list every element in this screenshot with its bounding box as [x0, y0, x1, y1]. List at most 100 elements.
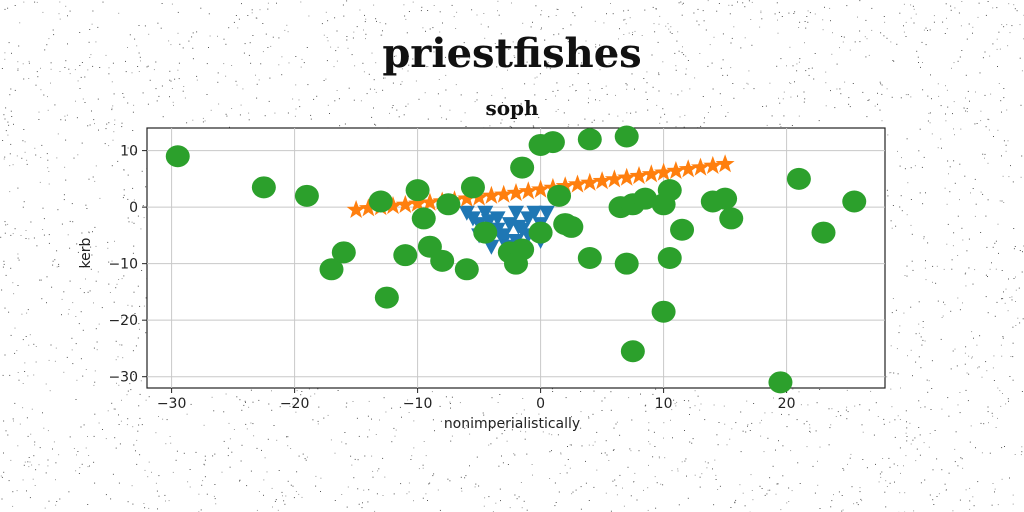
- noise-speck: [925, 260, 926, 262]
- noise-speck: [18, 379, 20, 381]
- noise-speck: [382, 495, 384, 496]
- data-point: [768, 371, 793, 394]
- noise-speck: [511, 2, 512, 4]
- noise-speck: [278, 37, 280, 39]
- noise-speck: [877, 103, 878, 105]
- noise-speck: [256, 83, 258, 85]
- noise-speck: [540, 28, 542, 30]
- noise-speck: [554, 482, 556, 484]
- noise-speck: [374, 88, 376, 90]
- noise-speck: [408, 64, 410, 66]
- noise-speck: [1019, 24, 1021, 26]
- noise-speck: [433, 473, 435, 475]
- noise-speck: [799, 21, 801, 23]
- noise-speck: [450, 440, 452, 442]
- noise-speck: [622, 487, 623, 489]
- noise-speck: [988, 119, 990, 121]
- noise-speck: [289, 405, 291, 407]
- noise-speck: [965, 346, 967, 348]
- noise-speck: [610, 3, 611, 4]
- noise-speck: [608, 460, 610, 461]
- noise-speck: [518, 496, 520, 498]
- noise-speck: [298, 493, 300, 495]
- noise-speck: [864, 36, 866, 38]
- noise-speck: [148, 461, 150, 463]
- noise-speck: [982, 57, 984, 59]
- noise-speck: [507, 69, 508, 71]
- noise-speck: [532, 21, 533, 23]
- noise-speck: [308, 15, 310, 17]
- noise-speck: [23, 129, 25, 130]
- noise-speck: [91, 110, 92, 112]
- data-point: [460, 176, 485, 199]
- noise-speck: [1015, 276, 1016, 278]
- noise-speck: [134, 151, 136, 153]
- noise-speck: [43, 234, 45, 236]
- noise-speck: [975, 203, 977, 205]
- noise-speck: [930, 409, 932, 410]
- noise-speck: [320, 477, 322, 479]
- noise-speck: [345, 443, 347, 445]
- noise-speck: [912, 439, 914, 441]
- noise-speck: [602, 120, 604, 122]
- noise-speck: [391, 107, 393, 109]
- noise-speck: [906, 421, 907, 423]
- noise-speck: [358, 435, 360, 437]
- noise-speck: [455, 28, 457, 29]
- noise-speck: [356, 26, 358, 28]
- noise-speck: [330, 439, 332, 441]
- noise-speck: [177, 32, 179, 34]
- noise-speck: [33, 343, 35, 345]
- noise-speck: [985, 274, 987, 276]
- noise-speck: [696, 20, 698, 22]
- noise-speck: [929, 112, 931, 114]
- noise-speck: [604, 397, 606, 399]
- noise-speck: [74, 69, 76, 71]
- noise-speck: [132, 350, 134, 352]
- noise-speck: [886, 189, 888, 191]
- noise-speck: [588, 500, 590, 501]
- noise-speck: [499, 394, 501, 395]
- noise-speck: [753, 88, 755, 90]
- noise-speck: [580, 508, 582, 510]
- data-point: [715, 154, 735, 173]
- noise-speck: [960, 128, 962, 130]
- noise-speck: [12, 505, 14, 507]
- noise-speck: [702, 96, 704, 97]
- noise-speck: [922, 89, 924, 91]
- noise-speck: [7, 134, 9, 136]
- noise-speck: [957, 297, 959, 299]
- noise-speck: [580, 427, 582, 429]
- noise-speck: [255, 17, 257, 19]
- noise-speck: [681, 14, 683, 16]
- noise-speck: [925, 27, 927, 29]
- noise-speck: [25, 336, 27, 337]
- noise-speck: [113, 408, 115, 410]
- noise-speck: [624, 18, 626, 20]
- noise-speck: [117, 356, 119, 358]
- noise-speck: [951, 67, 952, 69]
- noise-speck: [919, 192, 921, 194]
- noise-speck: [910, 349, 912, 351]
- noise-speck: [623, 19, 625, 21]
- noise-speck: [290, 448, 292, 449]
- noise-speck: [848, 97, 850, 99]
- noise-speck: [22, 140, 24, 142]
- noise-speck: [697, 8, 699, 10]
- noise-speck: [521, 45, 523, 47]
- noise-speck: [393, 427, 395, 429]
- noise-speck: [742, 2, 744, 4]
- noise-speck: [3, 471, 5, 473]
- noise-speck: [88, 41, 90, 43]
- noise-speck: [497, 10, 498, 12]
- data-point: [620, 340, 645, 363]
- noise-speck: [102, 429, 103, 430]
- noise-speck: [76, 454, 77, 456]
- noise-speck: [525, 115, 527, 117]
- noise-speck: [638, 450, 640, 452]
- noise-speck: [29, 334, 31, 336]
- noise-speck: [779, 102, 781, 104]
- noise-speck: [819, 446, 821, 448]
- noise-speck: [298, 455, 300, 457]
- noise-speck: [944, 187, 946, 189]
